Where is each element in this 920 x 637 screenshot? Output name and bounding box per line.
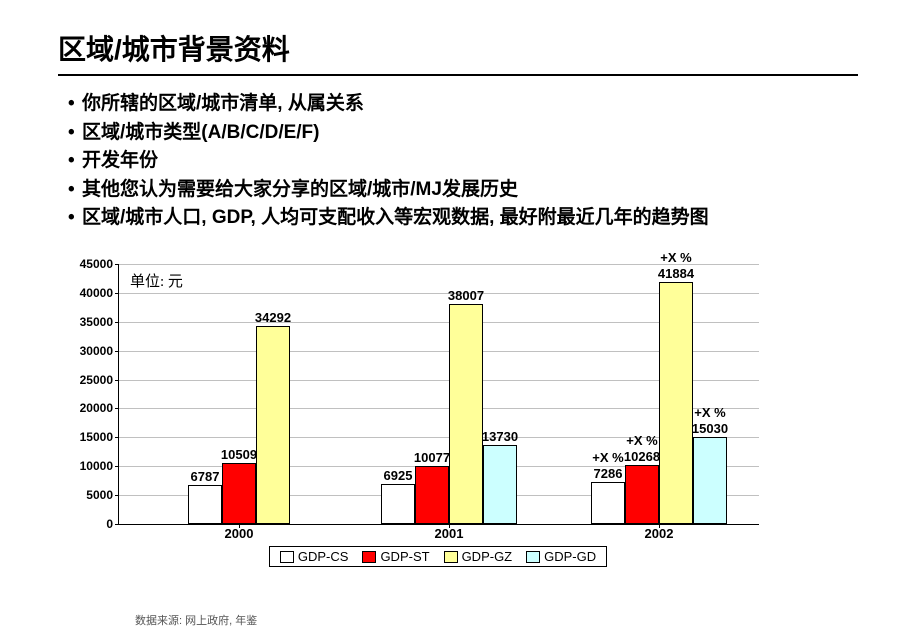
legend-inner: GDP-CS GDP-ST GDP-GZ GDP-GD [269,546,607,567]
y-tick-label: 30000 [67,344,113,358]
bar-value: 38007 [448,288,484,303]
y-tick-mark [115,437,119,438]
bullet-dot: • [68,147,82,176]
y-tick-mark [115,293,119,294]
x-label: 2000 [225,526,254,541]
bar [591,482,625,524]
bar [381,484,415,524]
legend-swatch [526,551,540,563]
legend-label: GDP-ST [380,549,429,564]
y-tick-mark [115,408,119,409]
y-tick-label: 20000 [67,401,113,415]
chart: 单位: 元 0500010000150002000025000300003500… [70,264,790,584]
y-tick-label: 45000 [67,257,113,271]
legend-swatch [362,551,376,563]
plot-area: 0500010000150002000025000300003500040000… [118,264,759,525]
y-tick-mark [115,322,119,323]
x-label: 2002 [645,526,674,541]
bar [483,445,517,524]
bar [693,437,727,524]
bullet-dot: • [68,204,82,233]
bar-annotation: +X % [592,450,623,465]
bar-value: 41884 [658,266,694,281]
x-label: 2001 [435,526,464,541]
bar-value: 10077 [414,450,450,465]
bullet-item: • 其他您认为需要给大家分享的区域/城市/MJ发展历史 [68,176,920,205]
bar-value: 7286 [594,466,623,481]
bar-value: 10268 [624,449,660,464]
bullet-item: • 区域/城市人口, GDP, 人均可支配收入等宏观数据, 最好附最近几年的趋势… [68,204,920,233]
bar-annotation: +X % [626,433,657,448]
bullet-dot: • [68,176,82,205]
bullet-item: • 区域/城市类型(A/B/C/D/E/F) [68,119,920,148]
bullet-dot: • [68,119,82,148]
y-tick-mark [115,380,119,381]
bar-annotation: +X % [660,250,691,265]
bar-value: 10509 [221,447,257,462]
bar [415,466,449,524]
legend-swatch [444,551,458,563]
slide-title: 区域/城市背景资料 [58,28,920,68]
legend-item: GDP-ST [362,549,429,564]
bar [256,326,290,524]
y-tick-mark [115,466,119,467]
bar-annotation: +X % [694,405,725,420]
legend-item: GDP-GZ [444,549,513,564]
bar [449,304,483,524]
title-block: 区域/城市背景资料 [0,0,920,76]
bar [188,485,222,524]
legend: GDP-CS GDP-ST GDP-GZ GDP-GD [118,546,758,567]
bullet-dot: • [68,90,82,119]
legend-item: GDP-CS [280,549,349,564]
y-tick-mark [115,495,119,496]
bar-value: 13730 [482,429,518,444]
title-underline [58,74,858,76]
y-tick-label: 5000 [67,488,113,502]
y-tick-label: 25000 [67,373,113,387]
y-tick-label: 35000 [67,315,113,329]
y-tick-label: 10000 [67,459,113,473]
legend-label: GDP-GD [544,549,596,564]
legend-swatch [280,551,294,563]
y-tick-mark [115,524,119,525]
bullet-text: 其他您认为需要给大家分享的区域/城市/MJ发展历史 [82,176,518,205]
y-tick-mark [115,264,119,265]
bar-value: 6787 [191,469,220,484]
y-tick-label: 15000 [67,430,113,444]
bar [659,282,693,524]
bullet-list: • 你所辖的区域/城市清单, 从属关系• 区域/城市类型(A/B/C/D/E/F… [68,90,920,233]
bullet-item: • 开发年份 [68,147,920,176]
legend-label: GDP-CS [298,549,349,564]
bar [222,463,256,524]
bullet-text: 区域/城市人口, GDP, 人均可支配收入等宏观数据, 最好附最近几年的趋势图 [82,204,709,233]
y-tick-label: 0 [67,517,113,531]
bullet-text: 你所辖的区域/城市清单, 从属关系 [82,90,364,119]
bullet-text: 区域/城市类型(A/B/C/D/E/F) [82,119,320,148]
bar-value: 15030 [692,421,728,436]
legend-item: GDP-GD [526,549,596,564]
bullet-text: 开发年份 [82,147,158,176]
bar-value: 6925 [384,468,413,483]
source-label: 数据来源: 网上政府, 年鉴 [135,612,257,628]
legend-label: GDP-GZ [462,549,513,564]
bar-value: 34292 [255,310,291,325]
bar [625,465,659,524]
y-tick-label: 40000 [67,286,113,300]
y-tick-mark [115,351,119,352]
bullet-item: • 你所辖的区域/城市清单, 从属关系 [68,90,920,119]
